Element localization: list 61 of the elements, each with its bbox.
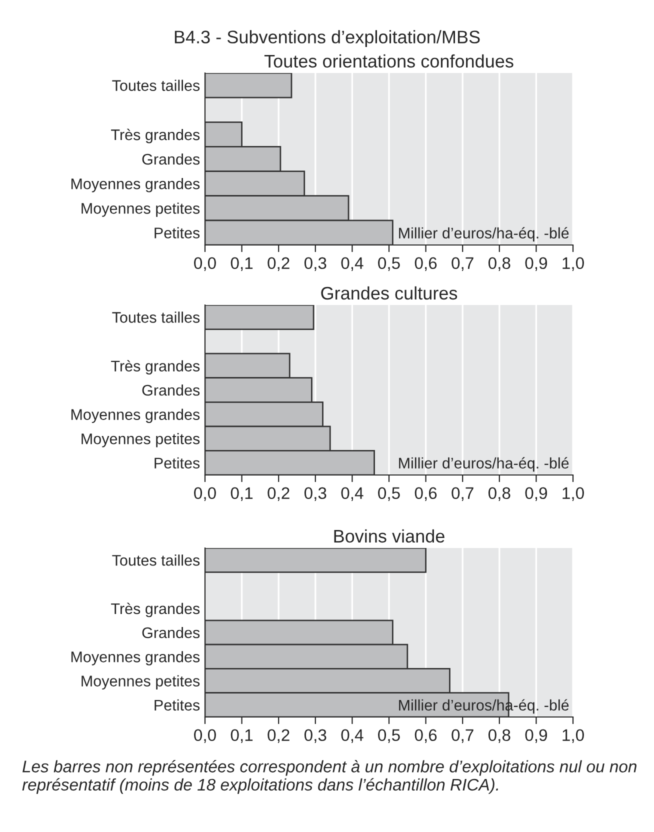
x-tick-label: 0,1 <box>230 487 253 502</box>
bar <box>205 548 426 573</box>
x-tick-label: 0,3 <box>304 729 326 744</box>
y-tick-label: Petites <box>154 227 200 238</box>
y-tick-label: Moyennes grandes <box>71 178 200 192</box>
bar <box>205 73 292 98</box>
x-tick-label: 0,5 <box>378 729 400 744</box>
x-tick-label: 0,0 <box>194 257 216 272</box>
x-tick-label: 1,0 <box>562 257 584 272</box>
x-tick-label: 0,7 <box>452 487 474 502</box>
y-tick-label: Moyennes grandes <box>71 408 200 423</box>
x-tick-label: 0,6 <box>414 487 437 502</box>
chart-title: Grandes cultures <box>321 286 458 300</box>
x-tick-label: 0,8 <box>488 729 510 744</box>
x-tick-label: 0,1 <box>230 729 253 744</box>
x-tick-label: 0,4 <box>341 487 364 502</box>
y-tick-label: Moyennes petites <box>82 675 200 690</box>
x-tick-label: 0,7 <box>452 729 474 744</box>
y-tick-label: Moyennes petites <box>82 433 200 448</box>
x-tick-label: 0,2 <box>268 257 290 272</box>
x-tick-label: 0,7 <box>452 257 474 272</box>
y-tick-label: Toutes tailles <box>112 554 200 566</box>
y-tick-label: Petites <box>154 457 200 469</box>
y-tick-label: Grandes <box>142 384 200 396</box>
y-tick-label: Très grandes <box>111 128 200 144</box>
y-tick-label: Moyennes grandes <box>71 651 200 666</box>
annotation: Millier d’euros/ha-éq. -blé <box>399 457 569 472</box>
y-tick-label: Grandes <box>142 153 200 165</box>
x-tick-label: 0,2 <box>268 487 290 502</box>
x-tick-label: 0,9 <box>525 729 547 744</box>
chart-subtitle: Toutes orientations confondues <box>264 54 514 68</box>
x-tick-label: 0,3 <box>304 487 326 502</box>
y-tick-label: Grandes <box>142 626 200 638</box>
x-tick-label: 0,4 <box>341 257 364 272</box>
chart-title: B4.3 - Subventions d’exploitation/MBS <box>174 30 480 47</box>
bar <box>205 305 314 330</box>
x-tick-label: 0,5 <box>378 257 400 272</box>
x-tick-label: 0,4 <box>341 729 364 744</box>
x-tick-label: 0,6 <box>414 257 437 272</box>
x-tick-label: 0,0 <box>194 729 216 744</box>
text: Les barres non représentées correspondent à un nombre d’exploitations nul ou non représentatif (moins de 18 exploitations dans l’échantillon RICA). <box>22 760 636 794</box>
y-tick-label: Toutes tailles <box>112 80 200 91</box>
annotation: Millier d’euros/ha-éq. -blé <box>399 227 569 242</box>
y-tick-label: Toutes tailles <box>112 312 200 323</box>
x-tick-label: 1,0 <box>562 729 584 744</box>
y-tick-label: Petites <box>154 699 200 711</box>
y-tick-label: Très grandes <box>111 360 200 375</box>
x-tick-label: 0,9 <box>525 257 547 272</box>
x-tick-label: 0,3 <box>304 257 326 272</box>
x-tick-label: 0,2 <box>268 729 290 744</box>
chart-title: Bovins viande <box>334 529 444 543</box>
x-tick-label: 0,5 <box>378 487 400 502</box>
x-tick-label: 0,8 <box>488 487 510 502</box>
y-tick-label: Très grandes <box>111 602 200 618</box>
x-tick-label: 0,1 <box>230 257 253 272</box>
y-tick-label: Moyennes petites <box>82 202 200 217</box>
x-tick-label: 0,9 <box>525 487 547 502</box>
x-tick-label: 0,8 <box>488 257 510 272</box>
x-tick-label: 0,0 <box>194 487 216 502</box>
x-tick-label: 0,6 <box>414 729 437 744</box>
x-tick-label: 1,0 <box>562 487 584 502</box>
